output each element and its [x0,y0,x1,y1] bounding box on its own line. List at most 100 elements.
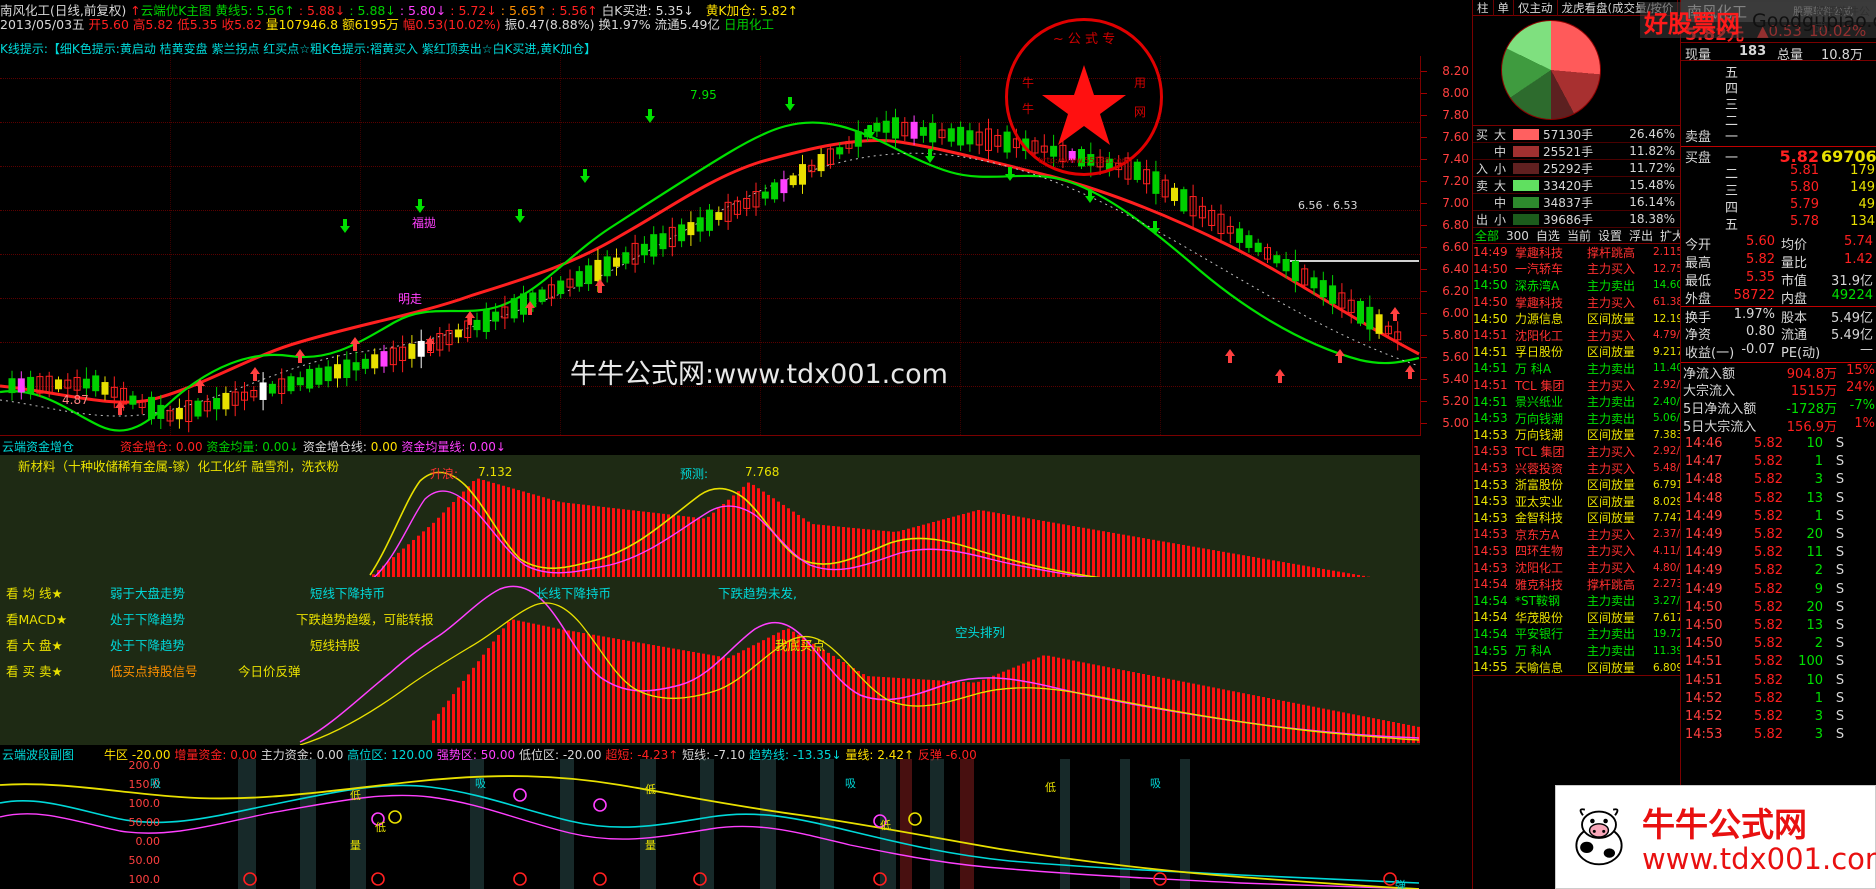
trade-log-row[interactable]: 14:53 TCL 集团 主力买入 2.92/52 [1473,443,1876,460]
tick-time: 14:49 [1685,545,1723,561]
tab-zhu[interactable]: 柱 [1473,0,1494,16]
quote-tick-row[interactable]: 14:50 5.82 20 S [1681,600,1876,618]
quote-tick-row[interactable]: 14:52 5.82 1 S [1681,691,1876,709]
trade-log-list[interactable]: 14:49 掌趣科技 撑杆跳高 2.115% 14:50 一汽轿车 主力买入 12.75/3 1… [1473,244,1876,676]
menu-item-settings[interactable]: 设置 [1597,229,1622,243]
trade-time: 14:53 [1473,543,1508,558]
quote-tick-row[interactable]: 14:53 5.82 3 S [1681,727,1876,745]
advice-name-0: 看 均 线★ [6,586,63,601]
price-tick: 5.40 [1442,372,1469,386]
tick-volume: 2 [1814,636,1823,652]
trade-log-row[interactable]: 14:50 掌趣科技 主力买入 61.38/8 [1473,294,1876,311]
seal-url: http://www.55188.com [1038,156,1129,165]
total-label: 总量 [1777,48,1804,63]
trade-log-row[interactable]: 14:51 沈阳化工 主力买入 4.79/50 [1473,327,1876,344]
menu-item-custom[interactable]: 自选 [1535,229,1560,243]
axis-tick-mark [1421,93,1427,94]
price-tick: 7.20 [1442,174,1469,188]
quote-tick-row[interactable]: 14:49 5.82 20 S [1681,527,1876,545]
axis-tick-mark [1421,269,1427,270]
quote-tick-row[interactable]: 14:48 5.82 3 S [1681,472,1876,490]
trade-log-row[interactable]: 14:55 天喻信息 区间放量 6.809倍 [1473,659,1876,675]
level-index: 四 [1725,201,1739,216]
quote-tick-row[interactable]: 14:50 5.82 13 S [1681,618,1876,636]
quote-tick-row[interactable]: 14:49 5.82 9 S [1681,582,1876,600]
quote-panel[interactable]: 南风化工 股票软件公式 5.82元 ▲0.53 10.02% 现量 183 总量… [1680,0,1876,889]
quote-tick-row[interactable]: 14:48 5.82 13 S [1681,491,1876,509]
buy-level-row: 五 5.78 134 [1681,214,1876,233]
quote-tick-row[interactable]: 14:49 5.82 2 S [1681,563,1876,581]
filter-menu[interactable]: 全部 300 自选 当前 设置 浮出 扩大 [1473,228,1876,244]
color-swatch [1513,145,1539,157]
annotation-high: 7.95 [690,88,717,102]
trade-log-row[interactable]: 14:53 四环生物 主力买入 4.11/38 [1473,543,1876,560]
tick-side: S [1835,618,1845,633]
tab-active-only[interactable]: 仅主动 [1514,0,1558,16]
axis-tick-mark [1421,203,1427,204]
trade-log-row[interactable]: 14:55 万 科A 主力卖出 11.39/3 [1473,642,1876,659]
fund-increase-panel[interactable]: 云端资金增仓 资金增仓: 0.00 资金均量: 0.00↓ 资金增仓线: 0.0… [0,437,1420,592]
wave-value-5: -20.00 [562,748,602,762]
axis-tick-mark [1421,379,1427,380]
wave-marker: 吸 [475,777,486,790]
trade-log-row[interactable]: 14:51 景兴纸业 主力卖出 2.40/40 [1473,393,1876,410]
site-logo-top: 好股票网 Goodgupiao.com 股票软件公式 [1640,2,1876,38]
trade-log-row[interactable]: 14:53 万向钱潮 区间放量 7.383倍 [1473,427,1876,444]
menu-item-all[interactable]: 全部 [1475,229,1500,243]
quote-tick-row[interactable]: 14:50 5.82 2 S [1681,636,1876,654]
axis-tick-mark [1421,335,1427,336]
flow-pct: -7% [1849,398,1875,413]
trade-stock-name: 雅克科技 [1515,577,1564,592]
advice-name-3: 看 买 卖★ [6,664,63,679]
logo-top-domain: Goodgupiao.com [1752,10,1876,32]
wave-panel[interactable]: 云端波段副图 牛区 -20.00 增量资金: 0.00 主力资金: 0.00 高… [0,745,1420,889]
trade-log-row[interactable]: 14:54 *ST鞍钢 主力卖出 3.27/43 [1473,592,1876,609]
close-label: 收 [221,17,235,32]
quote-tick-row[interactable]: 14:49 5.82 11 S [1681,545,1876,563]
amp-label: 振 [504,17,518,32]
trade-log-row[interactable]: 14:53 金智科技 区间放量 7.747倍 [1473,510,1876,527]
gridline [760,56,761,435]
trade-time: 14:50 [1473,311,1508,326]
trade-stock-name: TCL 集团 [1515,444,1565,459]
tick-volume: 10 [1806,672,1823,688]
trade-time: 14:53 [1473,477,1508,492]
price-tick: 5.60 [1442,350,1469,364]
menu-item-float[interactable]: 浮出 [1628,229,1653,243]
k-line-chart[interactable]: 7.95 福拋 明走 4.87 6.56 · 6.53 [0,56,1420,436]
trade-log-row[interactable]: 14:50 一汽轿车 主力买入 12.75/3 [1473,261,1876,278]
price-tick: 7.40 [1442,152,1469,166]
flow-key: 5日大宗流入 [1683,420,1757,435]
quote-tick-row[interactable]: 14:46 5.82 10 S [1681,436,1876,454]
trade-log-row[interactable]: 14:53 亚太实业 区间放量 8.029倍 [1473,493,1876,510]
trade-time: 14:54 [1473,577,1508,592]
trade-log-row[interactable]: 14:51 孚日股份 区间放量 9.217倍 [1473,344,1876,361]
menu-item-expand[interactable]: 扩大 [1659,229,1684,243]
weekday: 五 [72,17,85,32]
tick-time: 14:47 [1685,454,1723,470]
tick-side: S [1835,709,1845,724]
trade-log-row[interactable]: 14:54 雅克科技 撑杆跳高 2.273% [1473,576,1876,593]
trade-log-row[interactable]: 14:53 浙富股份 区间放量 6.791倍 [1473,476,1876,493]
trade-time: 14:50 [1473,261,1508,276]
wave-chart [0,759,1420,889]
quote-tick-row[interactable]: 14:49 5.82 1 S [1681,509,1876,527]
quote-tick-row[interactable]: 14:51 5.82 100 S [1681,654,1876,672]
stat-key1: 换手 [1685,311,1712,326]
quote-tick-row[interactable]: 14:52 5.82 3 S [1681,709,1876,727]
trade-log-row[interactable]: 14:54 平安银行 主力卖出 19.72/2 [1473,626,1876,643]
menu-item-current[interactable]: 当前 [1566,229,1591,243]
quote-tick-row[interactable]: 14:47 5.82 1 S [1681,454,1876,472]
wave-panel-title: 云端波段副图 [2,748,75,762]
stat-key1: 今开 [1685,238,1712,253]
menu-item-300[interactable]: 300 [1506,228,1529,243]
quote-tick-row[interactable]: 14:51 5.82 10 S [1681,673,1876,691]
tick-time: 14:53 [1685,727,1723,743]
tick-side: S [1835,672,1845,688]
tick-price: 5.82 [1754,563,1783,579]
fund-value-yuce: 7.768 [745,465,780,479]
page-watermark: 牛牛公式网:www.tdx001.com [570,359,948,390]
advice-buypoint: 我底买点 [775,638,826,653]
tab-dan[interactable]: 单 [1494,0,1514,16]
trade-action: 主力买入 [1587,262,1636,277]
